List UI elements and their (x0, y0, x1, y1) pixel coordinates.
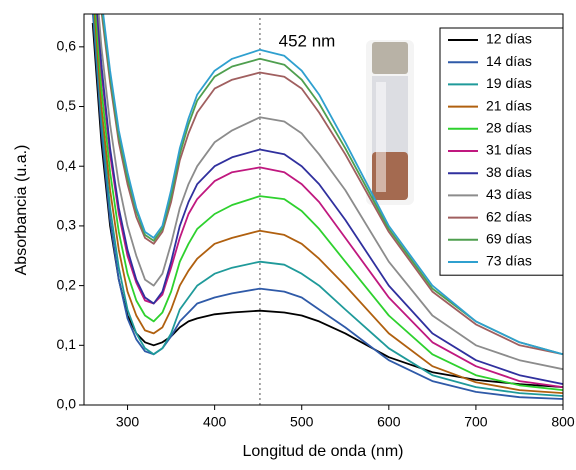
legend-label: 69 días (486, 231, 532, 247)
x-tick-label: 300 (116, 414, 140, 430)
x-tick-label: 800 (551, 414, 575, 430)
spectrum-line (92, 14, 563, 400)
legend-label: 21 días (486, 97, 532, 113)
legend-label: 14 días (486, 53, 532, 69)
y-tick-label: 0,0 (57, 396, 77, 412)
spectrum-line (102, 14, 563, 356)
x-axis-label: Longitud de onda (nm) (243, 443, 404, 460)
spectrum-line (94, 14, 563, 391)
vial-photo (366, 40, 414, 205)
annotation: 452 nm (279, 31, 336, 50)
spectrum-line (96, 14, 563, 388)
legend-label: 28 días (486, 120, 532, 136)
spectrum-line (97, 14, 563, 371)
legend-label: 43 días (486, 186, 532, 202)
legend-label: 62 días (486, 208, 532, 224)
legend-label: 73 días (486, 253, 532, 269)
legend-label: 31 días (486, 142, 532, 158)
legend-label: 19 días (486, 75, 532, 91)
spectrum-line (93, 14, 563, 394)
y-tick-label: 0,5 (57, 97, 77, 113)
plot-lines (91, 14, 563, 400)
spectrum-line (92, 14, 563, 397)
legend-label: 12 días (486, 31, 532, 47)
y-axis-label: Absorbancia (u.a.) (13, 145, 30, 276)
y-tick-label: 0,4 (57, 157, 77, 173)
spectrum-line (101, 14, 563, 356)
x-tick-label: 700 (464, 414, 488, 430)
y-tick-label: 0,2 (57, 276, 77, 292)
y-tick-label: 0,1 (57, 336, 77, 352)
x-tick-label: 600 (377, 414, 401, 430)
y-tick-label: 0,6 (57, 38, 77, 54)
legend-label: 38 días (486, 164, 532, 180)
x-tick-label: 500 (290, 414, 314, 430)
spectrum-line (100, 14, 563, 356)
y-tick-label: 0,3 (57, 217, 77, 233)
x-tick-label: 400 (203, 414, 227, 430)
spectrum-line (96, 14, 563, 385)
